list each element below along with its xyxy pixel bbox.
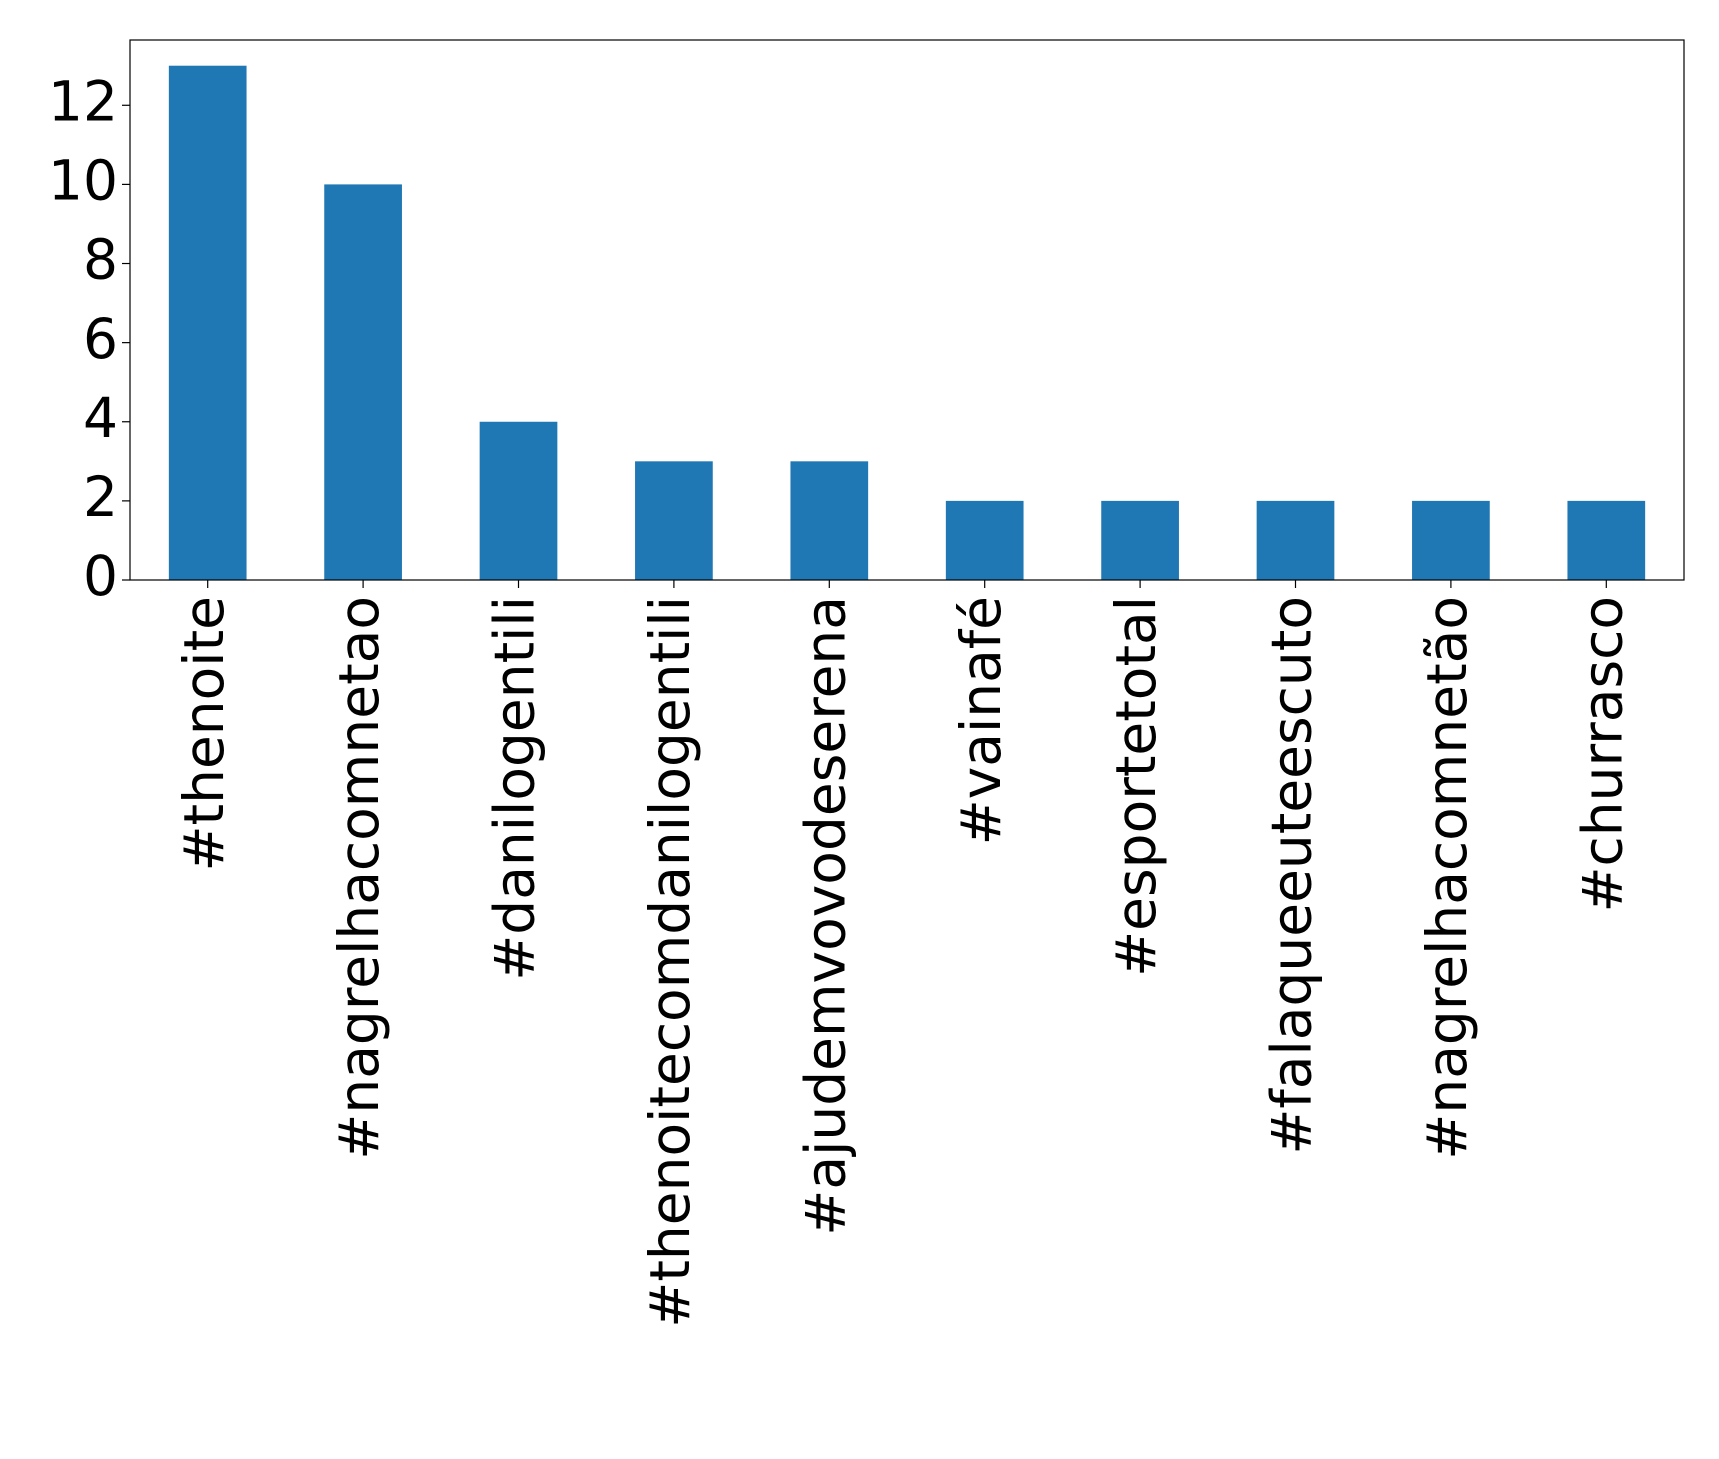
x-tick-label: #thenoitecomdanilogentili <box>638 596 702 1328</box>
bar <box>945 500 1024 580</box>
bar <box>1256 500 1335 580</box>
x-tick-label: #thenoite <box>172 596 236 872</box>
x-tick-label: #esportetotal <box>1104 596 1168 977</box>
bar <box>479 421 558 580</box>
y-tick-label: 6 <box>83 307 118 371</box>
bar <box>635 461 713 580</box>
bar <box>1101 500 1179 580</box>
y-tick-label: 4 <box>83 386 118 450</box>
x-tick-label: #danilogentili <box>483 596 547 981</box>
plot-frame <box>129 39 1685 581</box>
bar <box>1567 500 1646 580</box>
x-tick-label: #churrasco <box>1570 596 1634 913</box>
x-tick-label: #ajudemvovodeserena <box>793 596 857 1236</box>
bar <box>324 184 402 580</box>
y-tick-label: 0 <box>83 544 118 608</box>
bar <box>790 461 869 580</box>
y-tick-label: 10 <box>48 149 118 213</box>
y-tick-label: 2 <box>83 465 118 529</box>
x-tick-label: #nagrelhacomnetao <box>327 596 391 1160</box>
bar <box>168 65 247 580</box>
x-tick-label: #falaqueeuteescuto <box>1260 596 1324 1155</box>
x-tick-label: #vainafé <box>949 596 1013 845</box>
y-tick-label: 12 <box>48 69 118 133</box>
bar <box>1412 500 1490 580</box>
y-tick-label: 8 <box>83 228 118 292</box>
x-tick-label: #nagrelhacomnetão <box>1415 596 1479 1160</box>
